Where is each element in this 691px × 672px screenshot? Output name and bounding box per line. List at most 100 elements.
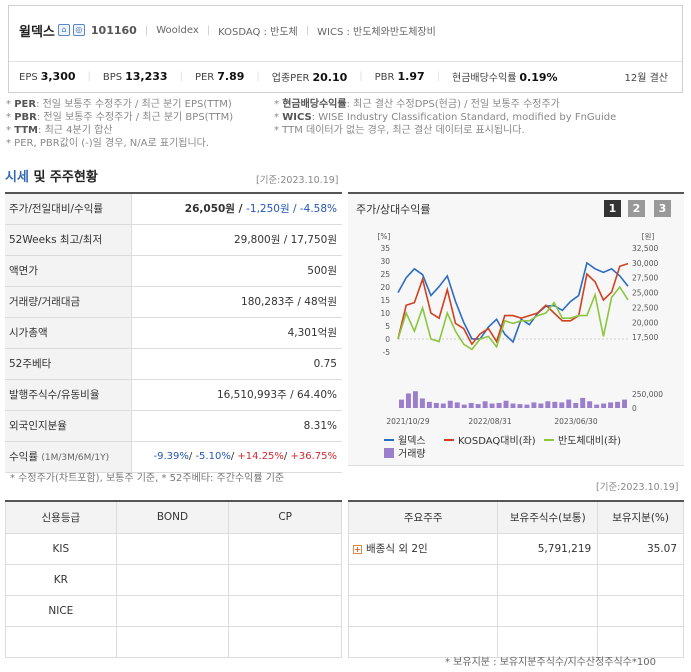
x-tick-label: 2021/10/29 bbox=[386, 417, 429, 426]
x-tick-label: 2023/06/30 bbox=[554, 417, 597, 426]
y-right-unit: [원] bbox=[642, 232, 655, 241]
market-sector: KOSDAQ : 반도체 bbox=[218, 26, 298, 38]
table-row: 주가/전일대비/수익률 26,050원 / -1,250원 / -4.58% bbox=[5, 193, 342, 225]
volume-bar bbox=[580, 397, 586, 408]
wics-sector: WICS : 반도체와반도체장비 bbox=[317, 26, 436, 38]
notes-left: * PER: 전일 보통주 수정주가 / 최근 분기 EPS(TTM) * PB… bbox=[6, 99, 234, 149]
section-title: 시세 및 주주현황 bbox=[5, 170, 98, 185]
expand-icon[interactable]: + bbox=[353, 545, 362, 554]
metric-eps: EPS 3,300 bbox=[19, 70, 76, 83]
fiscal-month: 12월 결산 bbox=[624, 73, 668, 84]
volume-bar bbox=[475, 404, 481, 408]
y-left-tick: -5 bbox=[383, 348, 391, 357]
volume-bar bbox=[447, 400, 453, 408]
major-holders-table: 주요주주 보유주식수(보통) 보유지분(%) + 배종식 외 2인 5,791,2… bbox=[347, 500, 684, 658]
metrics-row: EPS 3,300 | BPS 13,233 | PER 7.89 | 업종PER 20… bbox=[9, 61, 682, 91]
divider: | bbox=[206, 24, 211, 36]
chart-panel: 주가/상대수익률 1 2 3 [%] [원] -5 0 5 10 15 20 25 30 35 17,… bbox=[348, 192, 684, 466]
price-chart: [%] [원] -5 0 5 10 15 20 25 30 35 17,500 20,000 22,500… bbox=[378, 232, 664, 460]
volume-bar bbox=[573, 402, 579, 408]
metric-per: PER 7.89 bbox=[194, 70, 245, 83]
chart-page-2-button[interactable]: 2 bbox=[628, 200, 645, 217]
table-row: KIS bbox=[5, 532, 342, 565]
volume-bar bbox=[496, 402, 502, 408]
y-left-tick: 30 bbox=[380, 257, 390, 266]
table-row bbox=[5, 625, 342, 658]
y-left-tick: 10 bbox=[380, 309, 390, 318]
y-left-tick: 5 bbox=[385, 322, 390, 331]
volume-bar bbox=[412, 391, 418, 408]
holder-name[interactable]: 배종식 외 2인 bbox=[366, 543, 428, 555]
footnote: * 보유지분 : 보유지분주식수/지수산정주식수*100 bbox=[445, 657, 656, 668]
volume-bar bbox=[419, 398, 425, 408]
table-row: KR bbox=[5, 563, 342, 596]
legend-label: 거래량 bbox=[398, 448, 426, 460]
divider: | bbox=[305, 24, 310, 36]
volume-bar bbox=[524, 404, 530, 408]
series-line bbox=[397, 262, 629, 346]
volume-bar bbox=[399, 399, 404, 408]
volume-bar bbox=[594, 404, 600, 408]
volume-bar bbox=[552, 401, 558, 408]
chart-page-1-button[interactable]: 1 bbox=[604, 200, 621, 217]
legend-swatch bbox=[384, 448, 394, 458]
company-eng-name: Wooldex bbox=[156, 24, 199, 36]
home-icon[interactable]: ⌂ bbox=[57, 24, 70, 36]
table-row: 거래량/거래대금 180,283주 / 48억원 bbox=[5, 286, 342, 318]
y-right-tick: 32,500 bbox=[632, 244, 658, 253]
table-row: NICE bbox=[5, 594, 342, 627]
volume-bar bbox=[482, 401, 488, 408]
company-header: 윌덱스 ⌂ ◎ 101160 | Wooldex | KOSDAQ : 반도체 … bbox=[8, 5, 683, 93]
table-row: 발행주식수/유동비율 16,510,993주 / 64.40% bbox=[5, 379, 342, 411]
price-note: * 수정주가(차트포함), 보통주 기준, * 52주베타: 주간수익률 기준 bbox=[10, 473, 285, 484]
volume-bar bbox=[622, 399, 627, 408]
legend-label: KOSDAQ대비(좌) bbox=[458, 435, 536, 447]
volume-bar bbox=[405, 393, 411, 408]
x-tick-label: 2022/08/31 bbox=[468, 417, 511, 426]
table-row bbox=[347, 594, 684, 627]
series-line bbox=[397, 261, 629, 344]
table-row: 52Weeks 최고/최저 29,800원 / 17,750원 bbox=[5, 224, 342, 256]
table-row: 수익률 (1M/3M/6M/1Y) -9.39%/ -5.10%/ +14.25… bbox=[5, 441, 342, 473]
volume-tick: 250,000 bbox=[632, 390, 663, 399]
volume-bar bbox=[454, 402, 460, 408]
volume-bar bbox=[433, 402, 439, 408]
base-date-2: [기준:2023.10.19] bbox=[596, 482, 679, 493]
volume-bar bbox=[468, 402, 474, 408]
notes-right: * 현금배당수익률: 최근 결산 수정DPS(현금) / 전일 보통주 수정주가… bbox=[274, 99, 617, 136]
y-right-tick: 22,500 bbox=[632, 303, 658, 312]
table-row bbox=[347, 563, 684, 596]
y-right-tick: 27,500 bbox=[632, 274, 658, 283]
volume-bar bbox=[503, 400, 509, 408]
volume-bar bbox=[531, 402, 537, 408]
homepage-icon[interactable]: ◎ bbox=[72, 24, 85, 36]
metric-dividend-yield: 현금배당수익률 0.19% bbox=[452, 71, 558, 84]
volume-bar bbox=[566, 399, 572, 408]
volume-bar bbox=[615, 401, 621, 408]
credit-rating-table: 신용등급 BOND CP KIS KR NICE bbox=[5, 500, 342, 658]
volume-bar bbox=[510, 403, 516, 408]
price-table: 주가/전일대비/수익률 26,050원 / -1,250원 / -4.58% 5… bbox=[5, 192, 342, 473]
y-right-tick: 25,000 bbox=[632, 289, 658, 298]
table-header-row: 신용등급 BOND CP bbox=[5, 500, 342, 534]
table-row bbox=[347, 625, 684, 658]
chart-page-3-button[interactable]: 3 bbox=[654, 200, 671, 217]
legend-label: 반도체대비(좌) bbox=[558, 435, 621, 447]
series-line bbox=[397, 285, 629, 351]
y-left-tick: 20 bbox=[380, 283, 390, 292]
volume-bar bbox=[587, 401, 593, 408]
company-name[interactable]: 윌덱스 bbox=[19, 24, 55, 40]
y-left-tick: 15 bbox=[380, 296, 390, 305]
table-row: 외국인지분율 8.31% bbox=[5, 410, 342, 442]
metric-pbr: PBR 1.97 bbox=[374, 70, 425, 83]
table-row: 액면가 500원 bbox=[5, 255, 342, 287]
y-right-tick: 30,000 bbox=[632, 259, 658, 268]
company-title-row: 윌덱스 ⌂ ◎ 101160 | Wooldex | KOSDAQ : 반도체 … bbox=[19, 20, 436, 40]
divider: | bbox=[144, 24, 149, 36]
chart-title: 주가/상대수익률 bbox=[356, 203, 431, 216]
y-left-tick: 35 bbox=[380, 244, 390, 253]
volume-bar bbox=[538, 403, 544, 408]
legend-label: 윌덱스 bbox=[398, 435, 426, 447]
table-row: + 배종식 외 2인 5,791,219 35.07 bbox=[347, 532, 684, 565]
metric-bps: BPS 13,233 bbox=[102, 70, 168, 83]
